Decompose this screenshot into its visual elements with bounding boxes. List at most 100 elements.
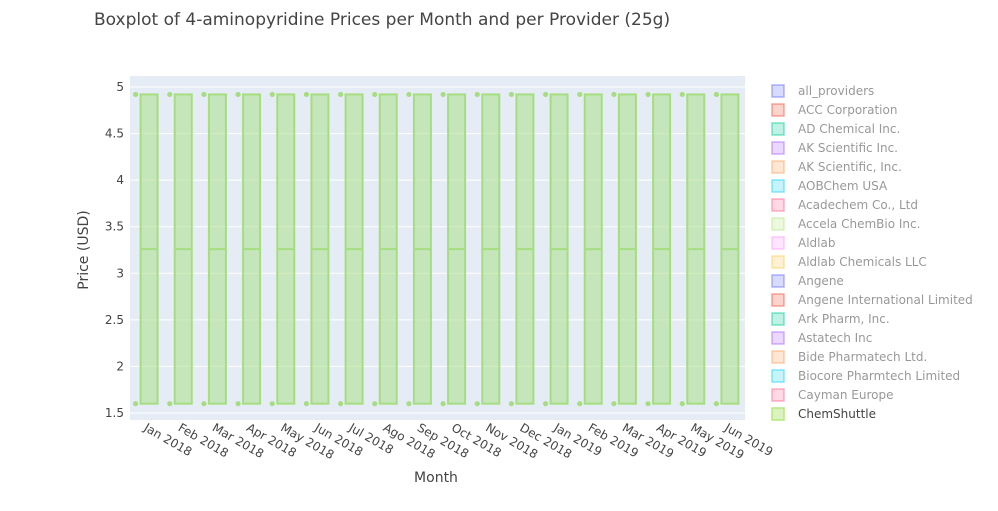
box-oct-2018[interactable] bbox=[440, 91, 467, 407]
box-may-2019[interactable] bbox=[679, 91, 706, 407]
box-point bbox=[577, 401, 583, 407]
legend-item[interactable]: ACC Corporation bbox=[771, 103, 897, 117]
y-tick-label: 3.5 bbox=[105, 220, 124, 234]
legend-swatch bbox=[771, 407, 785, 421]
chart-title: Boxplot of 4-aminopyridine Prices per Mo… bbox=[94, 10, 671, 30]
box-point bbox=[303, 91, 310, 98]
y-tick-labels: 1.5 2 2.5 3 3.5 4 4.5 5 bbox=[105, 80, 124, 420]
legend-item[interactable]: Bide Pharmatech Ltd. bbox=[771, 350, 927, 364]
legend-swatch bbox=[771, 350, 785, 364]
box-layer bbox=[132, 91, 740, 407]
legend-swatch bbox=[771, 274, 785, 288]
box-point bbox=[508, 91, 515, 98]
box-point bbox=[167, 91, 173, 98]
legend-item[interactable]: Aldlab Chemicals LLC bbox=[771, 255, 927, 269]
box-point bbox=[542, 91, 549, 98]
legend-swatch bbox=[771, 198, 785, 212]
box-point bbox=[372, 401, 378, 407]
box-sep-2018[interactable] bbox=[406, 91, 432, 407]
box-point bbox=[679, 91, 685, 98]
box-jun-2019[interactable] bbox=[713, 91, 740, 407]
box-mar-2018[interactable] bbox=[201, 91, 227, 407]
legend-label: Bide Pharmatech Ltd. bbox=[798, 350, 927, 364]
legend-label: AK Scientific Inc. bbox=[798, 141, 898, 155]
legend-item[interactable]: Angene International Limited bbox=[771, 293, 973, 307]
box-point bbox=[235, 401, 241, 407]
x-axis-title: Month bbox=[414, 470, 458, 486]
box-point bbox=[132, 401, 139, 407]
legend-item[interactable]: AD Chemical Inc. bbox=[771, 122, 900, 136]
legend-swatch bbox=[771, 331, 785, 345]
legend-swatch bbox=[771, 141, 785, 155]
legend-item[interactable]: Biocore Pharmtech Limited bbox=[771, 369, 960, 383]
legend-swatch bbox=[771, 388, 785, 402]
box-point bbox=[440, 91, 446, 98]
box-jan-2019[interactable] bbox=[542, 91, 569, 407]
box-jun-2018[interactable] bbox=[303, 91, 330, 407]
box-point bbox=[372, 91, 378, 98]
box-feb-2019[interactable] bbox=[577, 91, 603, 407]
box-point bbox=[269, 91, 275, 98]
legend-item[interactable]: Astatech Inc bbox=[771, 331, 872, 345]
legend-label: Ark Pharm, Inc. bbox=[798, 312, 890, 326]
legend-item[interactable]: AOBChem USA bbox=[771, 179, 888, 193]
legend-swatch bbox=[771, 179, 785, 193]
legend-swatch bbox=[771, 103, 785, 117]
legend-label: AOBChem USA bbox=[798, 179, 888, 193]
box-point bbox=[132, 91, 139, 98]
legend-item[interactable]: Aldlab bbox=[771, 236, 835, 250]
box-point bbox=[508, 401, 515, 407]
box-point bbox=[440, 401, 446, 407]
box-jan-2018[interactable] bbox=[132, 91, 159, 407]
legend-label: Angene International Limited bbox=[798, 293, 973, 307]
y-tick-label: 1.5 bbox=[105, 406, 124, 420]
box-point bbox=[474, 91, 480, 98]
y-tick-label: 3 bbox=[116, 266, 124, 280]
legend-item[interactable]: ChemShuttle bbox=[771, 407, 876, 421]
box-point bbox=[167, 401, 173, 407]
box-ago-2018[interactable] bbox=[372, 91, 398, 407]
box-may-2018[interactable] bbox=[269, 91, 296, 407]
box-jul-2018[interactable] bbox=[337, 91, 364, 407]
box-point bbox=[337, 91, 344, 98]
legend-swatch bbox=[771, 312, 785, 326]
y-tick-label: 2 bbox=[116, 359, 124, 373]
box-apr-2019[interactable] bbox=[645, 91, 672, 407]
legend-label: Astatech Inc bbox=[798, 331, 872, 345]
legend-swatch bbox=[771, 293, 785, 307]
box-dec-2018[interactable] bbox=[508, 91, 535, 407]
y-tick-label: 4.5 bbox=[105, 127, 124, 141]
legend-item[interactable]: Angene bbox=[771, 274, 844, 288]
legend-item[interactable]: Ark Pharm, Inc. bbox=[771, 312, 890, 326]
box-feb-2018[interactable] bbox=[167, 91, 193, 407]
box-point bbox=[645, 401, 651, 407]
box-point bbox=[542, 401, 549, 407]
legend-label: ACC Corporation bbox=[798, 103, 897, 117]
legend-item[interactable]: Cayman Europe bbox=[771, 388, 894, 402]
box-apr-2018[interactable] bbox=[235, 91, 262, 407]
box-point bbox=[406, 91, 412, 98]
box-nov-2018[interactable] bbox=[474, 91, 501, 407]
legend-item[interactable]: all_providers bbox=[771, 84, 874, 98]
box-point bbox=[645, 91, 651, 98]
legend-item[interactable]: Accela ChemBio Inc. bbox=[771, 217, 920, 231]
box-point bbox=[406, 401, 412, 407]
legend-item[interactable]: AK Scientific Inc. bbox=[771, 141, 898, 155]
legend-item[interactable]: Acadechem Co., Ltd bbox=[771, 198, 918, 212]
legend-label: all_providers bbox=[798, 84, 874, 98]
y-tick-label: 4 bbox=[116, 173, 124, 187]
legend-item[interactable]: AK Scientific, Inc. bbox=[771, 160, 902, 174]
y-axis-title: Price (USD) bbox=[76, 210, 92, 289]
legend-swatch bbox=[771, 369, 785, 383]
box-point bbox=[577, 91, 583, 98]
legend-swatch bbox=[771, 236, 785, 250]
y-tick-label: 5 bbox=[116, 80, 124, 94]
box-point bbox=[713, 91, 720, 98]
legend-label: Cayman Europe bbox=[798, 388, 894, 402]
box-point bbox=[201, 401, 207, 407]
box-point bbox=[337, 401, 344, 407]
legend-swatch bbox=[771, 255, 785, 269]
legend-label: AK Scientific, Inc. bbox=[798, 160, 902, 174]
box-mar-2019[interactable] bbox=[611, 91, 637, 407]
